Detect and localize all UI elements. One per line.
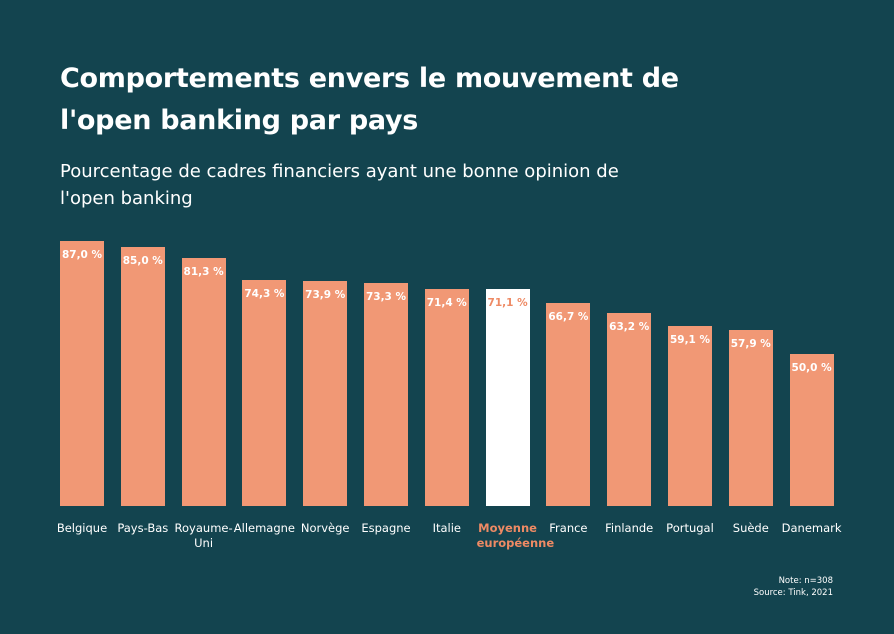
value-label: 74,3 % <box>244 287 285 300</box>
x-tick-label: Danemark <box>781 521 842 535</box>
footnote: Note: n=308 Source: Tink, 2021 <box>754 575 833 599</box>
bar <box>242 279 287 506</box>
bar <box>60 241 104 506</box>
chart-subtitle: Pourcentage de cadres financiers ayant u… <box>60 161 619 209</box>
x-tick-label: Portugal <box>666 521 714 535</box>
value-label: 57,9 % <box>730 337 771 350</box>
x-tick-label: Moyenne européenne <box>476 521 555 550</box>
bar <box>668 325 712 506</box>
value-label: 85,0 % <box>122 255 163 268</box>
value-label: 71,4 % <box>426 296 467 309</box>
x-tick-label: Pays-Bas <box>117 521 169 535</box>
bar <box>424 288 469 506</box>
value-label: 71,1 % <box>487 297 528 310</box>
value-label: 73,9 % <box>305 288 346 301</box>
x-tick-label: Belgique <box>56 521 108 535</box>
value-label: 66,7 % <box>548 310 589 323</box>
bar <box>364 282 408 506</box>
x-tick-label: Espagne <box>361 521 411 535</box>
bar <box>546 302 591 506</box>
bar <box>181 258 226 506</box>
x-tick-label: Italie <box>432 521 461 535</box>
value-label: 73,3 % <box>365 290 407 303</box>
bar <box>303 280 348 506</box>
x-tick-label: France <box>549 521 588 535</box>
chart-title: Comportements envers le mouvement de l'o… <box>60 63 679 136</box>
x-tick-label: Royaume-Uni <box>174 521 233 550</box>
x-tick-label: Allemagne <box>233 521 296 535</box>
x-tick-label: Norvège <box>300 521 350 535</box>
bar <box>607 313 652 506</box>
value-label: 81,3 % <box>183 266 224 279</box>
source: Source: Tink, 2021 <box>753 588 833 598</box>
value-label: 59,1 % <box>669 333 711 346</box>
bar <box>789 353 834 506</box>
bar <box>728 329 773 506</box>
value-label: 63,2 % <box>609 321 650 334</box>
value-label: 87,0 % <box>61 249 103 261</box>
value-label: 50,0 % <box>791 361 832 374</box>
note: Note: n=308 <box>778 576 833 586</box>
x-tick-label: Suède <box>732 521 769 535</box>
bar <box>485 289 530 506</box>
bar <box>120 247 165 506</box>
x-tick-label: Finlande <box>605 521 654 535</box>
